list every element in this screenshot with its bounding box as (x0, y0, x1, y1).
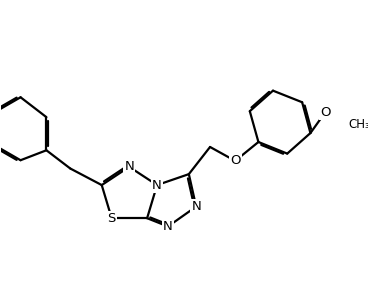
Text: CH₃: CH₃ (348, 118, 368, 131)
Text: N: N (191, 200, 201, 213)
Text: N: N (163, 220, 173, 233)
Text: O: O (320, 106, 330, 119)
Text: S: S (107, 212, 116, 225)
Text: O: O (230, 154, 240, 167)
Text: N: N (152, 179, 162, 192)
Text: N: N (124, 160, 134, 173)
